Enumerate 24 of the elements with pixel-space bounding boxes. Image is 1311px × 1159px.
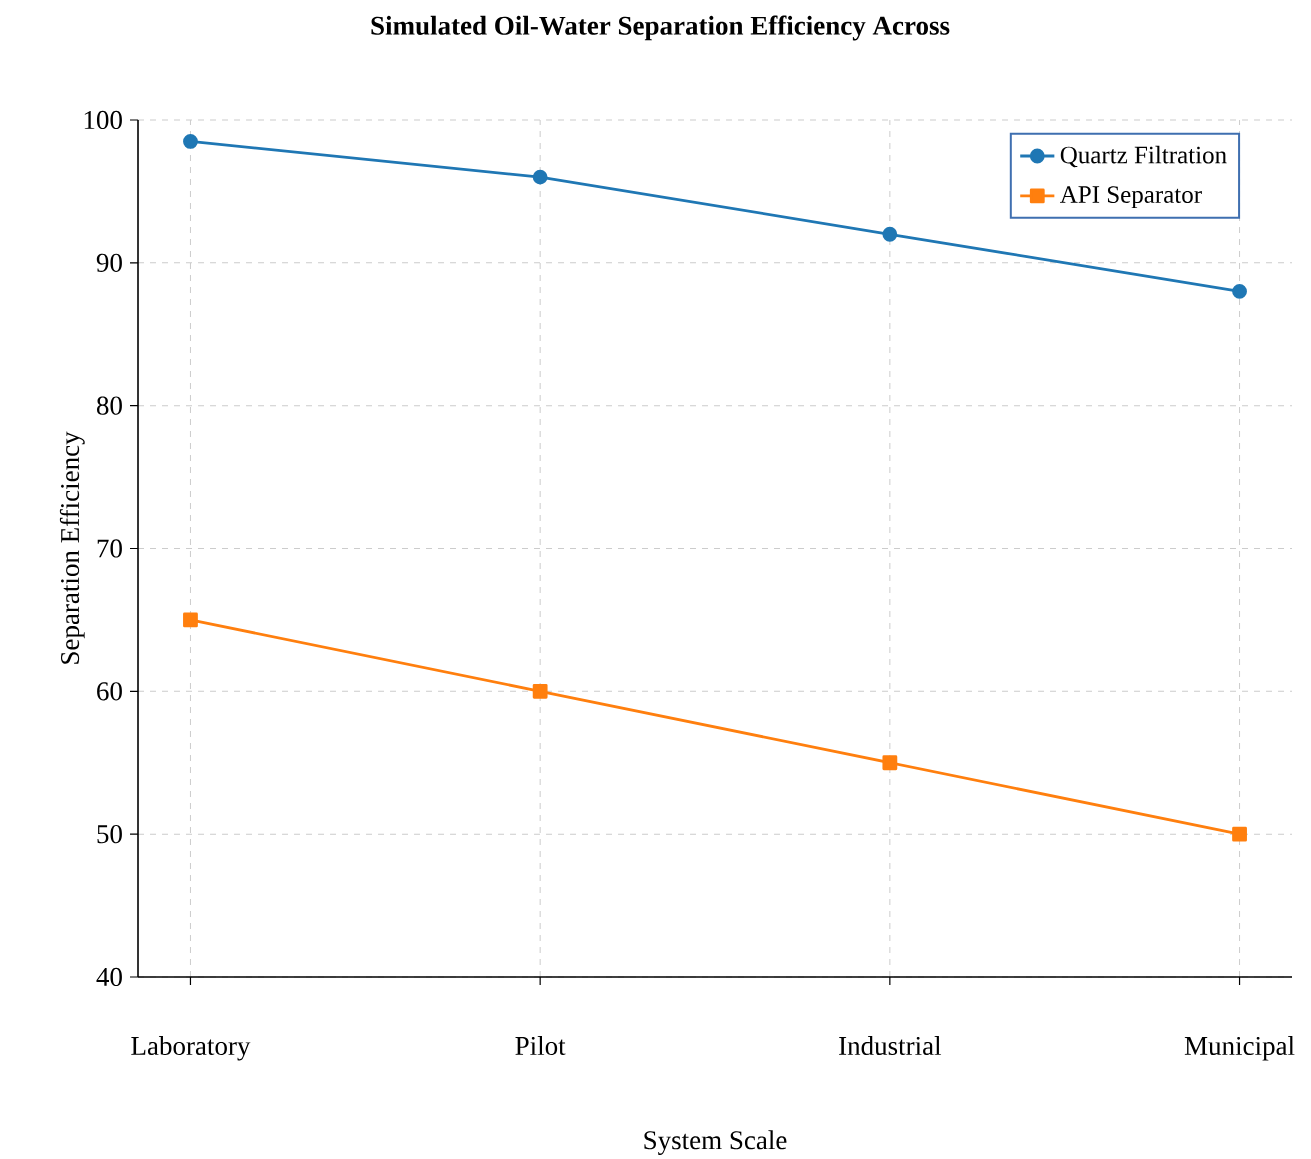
point: [183, 612, 198, 628]
x-tick-label: Industrial: [839, 1036, 942, 1056]
y-tick-label: 70: [97, 539, 122, 558]
y-tick-label: 80: [96, 396, 122, 415]
legend-label: API Separator: [1060, 186, 1202, 209]
y-axis-title: Separation Efficiency: [59, 431, 85, 664]
y-tick-label: 40: [96, 967, 122, 987]
x-tick-label: Municipal: [1184, 1036, 1295, 1061]
y-tick-label: 60: [97, 682, 122, 701]
chart-title: Simulated Oil-Water Separation Efficiency Across: [371, 15, 950, 41]
point: [532, 683, 548, 699]
point: [882, 226, 898, 242]
point: [882, 755, 898, 771]
point: [183, 134, 198, 149]
y-tick-label: 50: [97, 825, 122, 844]
point: [1232, 283, 1247, 299]
point: [1232, 826, 1247, 842]
x-axis-title: System Scale: [644, 1130, 787, 1155]
x-tick-label: Laboratory: [131, 1036, 251, 1061]
legend-label: Quartz Filtration: [1060, 145, 1227, 168]
y-tick-label: 90: [96, 253, 122, 272]
x-tick-label: Pilot: [515, 1036, 566, 1056]
point: [532, 169, 548, 185]
y-tick-label: 100: [84, 110, 122, 130]
